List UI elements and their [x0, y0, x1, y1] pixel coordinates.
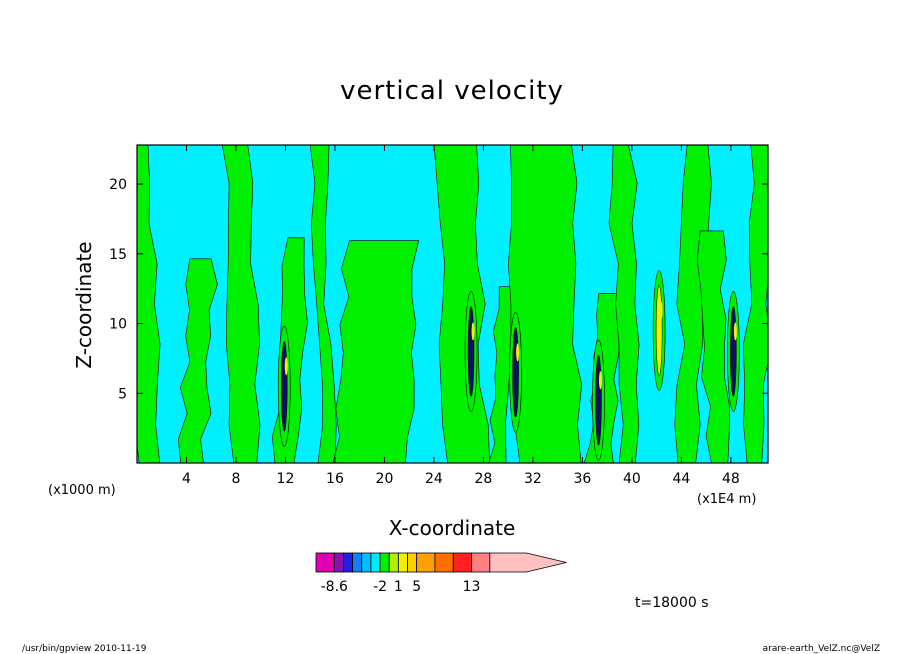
x-tick-label: 4 [182, 471, 191, 487]
downdraft-core [464, 291, 478, 412]
x-tick-label: 28 [475, 471, 493, 487]
updraft-band [177, 258, 218, 463]
updraft-band [608, 145, 640, 463]
footer-command: /usr/bin/gpview 2010-11-19 [22, 644, 147, 654]
colorbar-cell [361, 552, 372, 573]
colorbar-cell [343, 552, 354, 573]
colorbar-cell [333, 552, 344, 573]
x-unit-note: (x1000 m) [48, 483, 116, 498]
downdraft-core [727, 291, 740, 412]
colorbar-cell [434, 552, 454, 573]
x-tick-label: 12 [277, 471, 295, 487]
updraft-band [696, 230, 730, 463]
plot-area [137, 145, 768, 463]
x-tick-label: 8 [232, 471, 241, 487]
colorbar-label: -2 [373, 579, 387, 595]
updraft-band [742, 145, 768, 463]
x-tick-label: 32 [524, 471, 542, 487]
colorbar-cell [370, 552, 381, 573]
colorbar-cell [388, 552, 399, 573]
colorbar-label: -8.6 [321, 579, 348, 595]
colorbar-cell [407, 552, 418, 573]
x-scale-note: (x1E4 m) [697, 492, 757, 507]
colorbar-cell [352, 552, 363, 573]
colorbar-label: 1 [394, 579, 403, 595]
x-tick-label: 40 [623, 471, 641, 487]
colorbar-cell [315, 552, 335, 573]
x-tick-label: 16 [326, 471, 344, 487]
colorbar-cell [416, 552, 436, 573]
time-label: t=18000 s [635, 595, 709, 611]
y-tick-label: 20 [109, 177, 127, 193]
updraft-core [652, 270, 666, 391]
colorbar-label: 5 [412, 579, 421, 595]
colorbar: -8.6 -2 1 5 13 [315, 552, 567, 595]
colorbar-cell [471, 552, 491, 573]
x-tick-label: 20 [376, 471, 394, 487]
x-tick-label: 44 [672, 471, 690, 487]
colorbar-cell [379, 552, 390, 573]
updraft-band [221, 145, 261, 463]
x-tick-label: 36 [573, 471, 591, 487]
x-axis-label: X-coordinate [388, 516, 516, 540]
downdraft-core [509, 312, 522, 433]
updraft-band [674, 145, 712, 463]
plot-frame [136, 144, 769, 464]
footer-file: arare-earth_VelZ.nc@VelZ [762, 644, 880, 654]
chart-title: vertical velocity [340, 76, 564, 106]
y-tick-label: 5 [118, 386, 127, 402]
updraft-band [309, 145, 337, 463]
colorbar-cell [489, 552, 567, 573]
y-axis-label: Z-coordinate [72, 241, 96, 369]
updraft-band [332, 240, 420, 463]
downdraft-core [277, 325, 291, 447]
colorbar-label: 13 [463, 579, 481, 595]
colorbar-cell [452, 552, 472, 573]
x-tick-label: 48 [722, 471, 740, 487]
downdraft-core [592, 339, 605, 461]
y-tick-label: 15 [109, 247, 127, 263]
y-tick-label: 10 [109, 317, 127, 333]
updraft-band [137, 145, 161, 463]
x-tick-label: 24 [425, 471, 443, 487]
colorbar-cell [397, 552, 408, 573]
